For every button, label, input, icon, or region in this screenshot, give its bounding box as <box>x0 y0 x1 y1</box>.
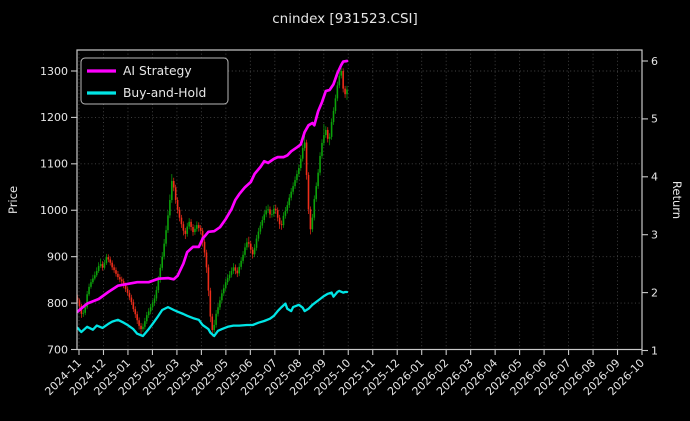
svg-text:900: 900 <box>47 250 68 263</box>
svg-text:6: 6 <box>651 55 658 68</box>
legend-box <box>80 57 229 105</box>
chart-title: cnindex [931523.CSI] <box>272 11 418 27</box>
svg-text:1100: 1100 <box>40 158 68 171</box>
svg-text:1200: 1200 <box>40 111 68 124</box>
svg-text:3: 3 <box>651 229 658 242</box>
candlestick-series <box>77 65 348 337</box>
svg-text:1300: 1300 <box>40 65 68 78</box>
plot-border <box>76 49 643 351</box>
price-tick-labels: 700 800 900 1000 1100 1200 1300 <box>40 65 77 356</box>
svg-text:5: 5 <box>651 113 658 126</box>
svg-text:2: 2 <box>651 286 658 299</box>
return-tick-labels: 1 2 3 4 5 6 <box>642 55 658 357</box>
svg-text:700: 700 <box>47 343 68 356</box>
legend-label-0: AI Strategy <box>123 64 192 78</box>
series-ai-strategy <box>77 59 349 314</box>
svg-text:800: 800 <box>47 297 68 310</box>
legend-label-1: Buy-and-Hold <box>123 86 206 100</box>
legend: AI Strategy Buy-and-Hold <box>80 57 229 105</box>
svg-text:1: 1 <box>651 344 658 357</box>
series-buy-and-hold <box>77 289 349 338</box>
return-axis-label: Return <box>670 181 684 219</box>
svg-text:1000: 1000 <box>40 204 68 217</box>
svg-text:4: 4 <box>651 171 658 184</box>
price-axis-label: Price <box>6 186 20 214</box>
